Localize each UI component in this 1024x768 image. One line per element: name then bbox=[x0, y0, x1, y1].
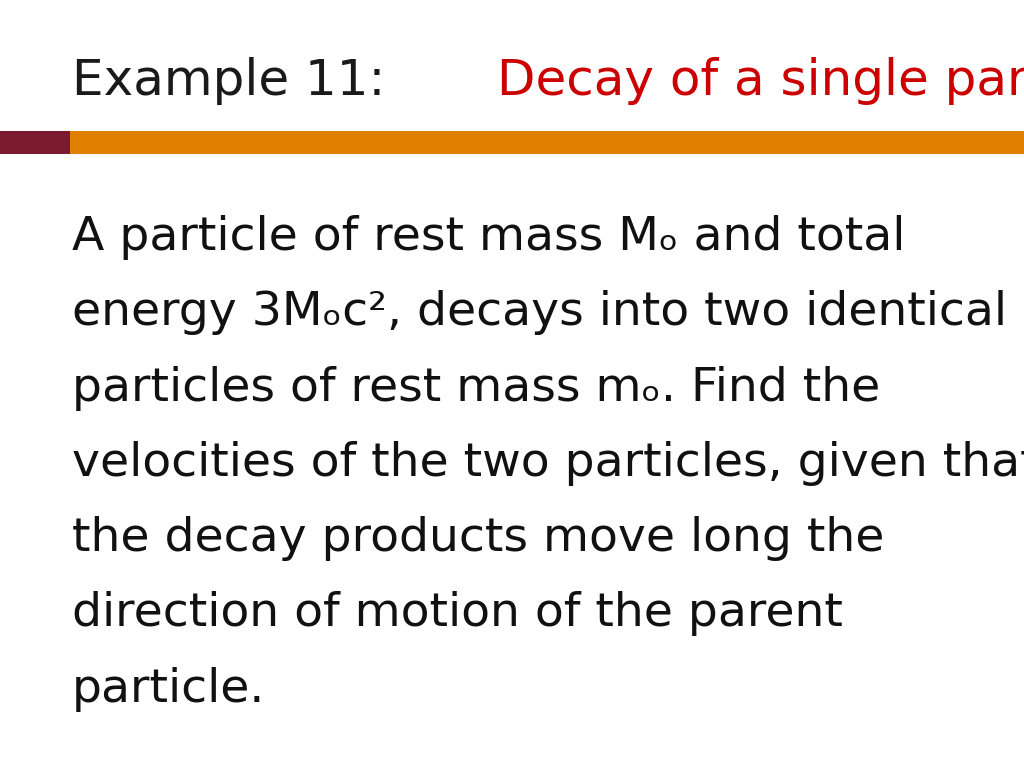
Text: particle.: particle. bbox=[72, 667, 265, 712]
Bar bbox=[70, 131, 1024, 154]
Text: Example 11:: Example 11: bbox=[72, 57, 401, 104]
Text: A particle of rest mass Mₒ and total: A particle of rest mass Mₒ and total bbox=[72, 215, 905, 260]
Text: energy 3Mₒc², decays into two identical: energy 3Mₒc², decays into two identical bbox=[72, 290, 1007, 336]
Text: particles of rest mass mₒ. Find the: particles of rest mass mₒ. Find the bbox=[72, 366, 880, 411]
Text: Decay of a single particle: Decay of a single particle bbox=[497, 57, 1024, 104]
Text: direction of motion of the parent: direction of motion of the parent bbox=[72, 591, 843, 637]
Text: the decay products move long the: the decay products move long the bbox=[72, 516, 884, 561]
Text: velocities of the two particles, given that: velocities of the two particles, given t… bbox=[72, 441, 1024, 486]
Bar bbox=[0, 131, 70, 154]
